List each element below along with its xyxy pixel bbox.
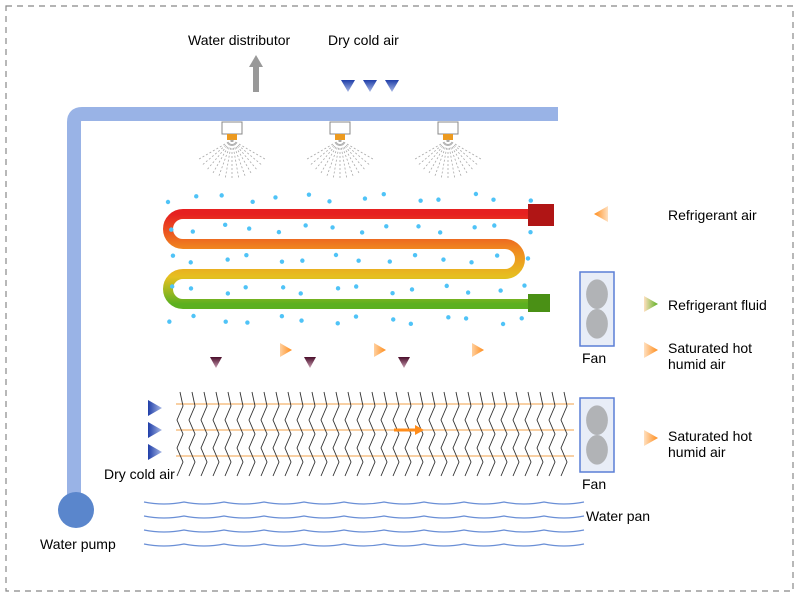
- heat-down-arrow-icon: [210, 334, 222, 368]
- water-pump-icon: [58, 492, 94, 528]
- heat-right-arrow-icon: [252, 343, 292, 357]
- coil-outlet-cold: [528, 294, 550, 312]
- side-arrow-icon: [620, 342, 658, 358]
- coil-inlet-hot: [528, 204, 554, 226]
- side-arrow-icon: [594, 206, 632, 222]
- label-saturated-hot-humid-air-2: Saturated hot humid air: [668, 428, 752, 460]
- heat-down-arrow-icon: [304, 334, 316, 368]
- heat-exchange-media: [176, 392, 574, 476]
- heat-down-arrow-icon: [398, 334, 410, 368]
- dry-cold-air-arrow-icon: [385, 54, 399, 92]
- label-water-pump: Water pump: [40, 536, 116, 552]
- water-distributor-icon: [197, 122, 266, 180]
- label-dry-cold-air-top: Dry cold air: [328, 32, 399, 48]
- label-fan-2: Fan: [582, 476, 606, 492]
- dry-cold-air-arrow-icon: [341, 54, 355, 92]
- label-water-distributor: Water distributor: [188, 32, 290, 48]
- label-refrigerant-air: Refrigerant air: [668, 207, 757, 223]
- label-refrigerant-fluid: Refrigerant fluid: [668, 297, 767, 313]
- heat-right-arrow-icon: [346, 343, 386, 357]
- fan-icon: [580, 272, 614, 346]
- refrigerant-coil: [168, 214, 538, 304]
- heat-right-arrow-icon: [444, 343, 484, 357]
- dry-cold-air-arrow-icon: [116, 444, 162, 460]
- label-dry-cold-air-left: Dry cold air: [104, 466, 175, 482]
- label-saturated-hot-humid-air-1: Saturated hot humid air: [668, 340, 752, 372]
- dry-cold-air-arrow-icon: [116, 422, 162, 438]
- side-arrow-icon: [620, 430, 658, 446]
- water-pan-icon: [144, 502, 584, 546]
- water-distributor-icon: [413, 122, 482, 180]
- side-arrow-icon: [620, 296, 658, 312]
- label-water-pan: Water pan: [586, 508, 650, 524]
- water-distributor-icon: [305, 122, 374, 180]
- dry-cold-air-arrow-icon: [116, 400, 162, 416]
- up-arrow-icon: [249, 55, 263, 92]
- dry-cold-air-arrow-icon: [363, 54, 377, 92]
- label-fan-1: Fan: [582, 350, 606, 366]
- fan-icon: [580, 398, 614, 472]
